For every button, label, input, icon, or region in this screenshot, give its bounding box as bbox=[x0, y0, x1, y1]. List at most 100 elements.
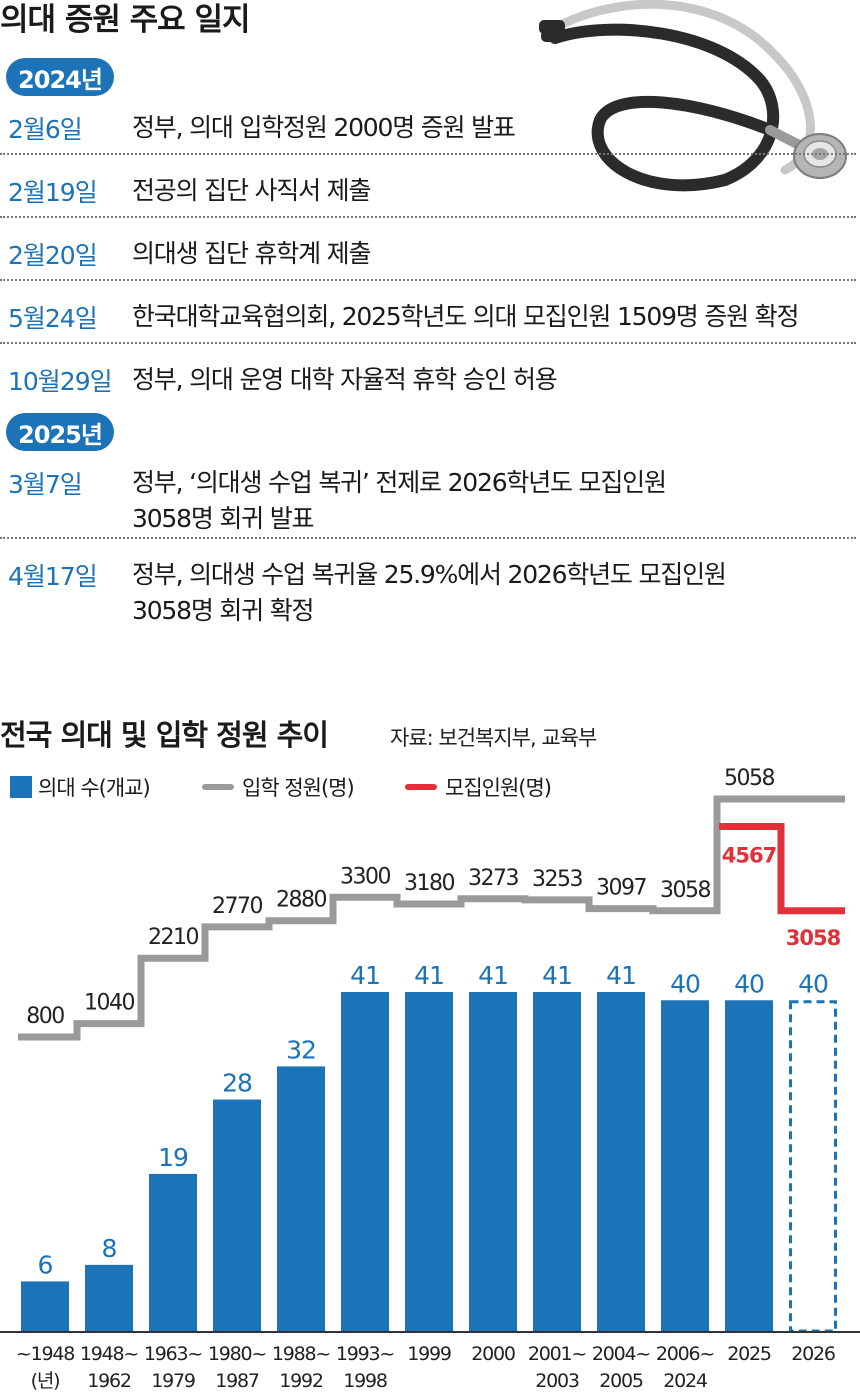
event-text: 의대생 집단 휴학계 제출 bbox=[132, 239, 371, 268]
event-date: 2월6일 bbox=[8, 115, 83, 144]
quota-value-label: 2210 bbox=[148, 925, 198, 950]
x-tick-label: 1948~ bbox=[80, 1343, 138, 1365]
event-separator bbox=[0, 342, 856, 344]
timeline-event: 5월24일 한국대학교육협의회, 2025학년도 의대 모집인원 1509명 증원… bbox=[0, 299, 856, 362]
x-tick-label: 1992 bbox=[279, 1370, 323, 1392]
event-separator bbox=[0, 216, 856, 218]
bar bbox=[21, 1281, 69, 1331]
bar bbox=[405, 992, 453, 1331]
timeline-event: 3월7일 정부, ‘의대생 수업 복귀’ 전제로 2026학년도 모집인원 3058… bbox=[0, 465, 856, 557]
bar-value-label: 32 bbox=[286, 1035, 316, 1064]
x-tick-label: 2026 bbox=[791, 1343, 835, 1365]
quota-value-label: 3300 bbox=[340, 864, 390, 889]
event-date: 2월19일 bbox=[8, 178, 98, 207]
bar-value-label: 41 bbox=[542, 961, 572, 990]
page-title: 의대 증원 주요 일지 bbox=[0, 2, 251, 38]
bar bbox=[277, 1066, 325, 1331]
quota-value-label: 3180 bbox=[404, 871, 454, 896]
event-text: 정부, ‘의대생 수업 복귀’ 전제로 2026학년도 모집인원 3058명 회귀… bbox=[132, 468, 667, 533]
quota-value-label: 3058 bbox=[660, 878, 710, 903]
legend-bars-label: 의대 수(개교) bbox=[38, 776, 151, 800]
event-date: 3월7일 bbox=[8, 470, 83, 499]
recruit-value-label: 3058 bbox=[786, 926, 841, 950]
legend-bar-swatch bbox=[10, 776, 32, 798]
event-text: 정부, 의대생 수업 복귀율 25.9%에서 2026학년도 모집인원 3058명… bbox=[132, 560, 727, 625]
event-text: 정부, 의대 입학정원 2000명 증원 발표 bbox=[132, 113, 516, 142]
bar bbox=[597, 992, 645, 1331]
event-date: 10월29일 bbox=[8, 367, 113, 396]
event-separator bbox=[0, 537, 856, 539]
bar-value-label: 41 bbox=[350, 961, 380, 990]
timeline-event: 2월20일 의대생 집단 휴학계 제출 bbox=[0, 236, 856, 299]
event-text: 전공의 집단 사직서 제출 bbox=[132, 176, 371, 205]
quota-value-label: 3253 bbox=[532, 867, 582, 892]
recruit-value-label: 4567 bbox=[722, 843, 776, 867]
event-separator bbox=[0, 279, 856, 281]
legend-quota-swatch bbox=[202, 784, 234, 790]
year-badge: 2025년 bbox=[6, 413, 114, 451]
x-tick-label: ~1948 bbox=[16, 1343, 74, 1365]
bar bbox=[533, 992, 581, 1331]
legend-recruit-swatch bbox=[405, 784, 437, 790]
x-tick-label: 1998 bbox=[343, 1370, 387, 1392]
bar-value-label: 6 bbox=[38, 1250, 53, 1279]
x-tick-label: 1963~ bbox=[144, 1343, 202, 1365]
legend-recruit-label: 모집인원(명) bbox=[445, 776, 552, 800]
timeline-event: 2월19일 전공의 집단 사직서 제출 bbox=[0, 173, 856, 236]
quota-value-label: 3273 bbox=[468, 866, 518, 891]
x-tick-label: 2025 bbox=[727, 1343, 771, 1365]
recruit-line bbox=[719, 822, 845, 915]
x-tick-label: 1979 bbox=[151, 1370, 195, 1392]
event-separator bbox=[0, 153, 856, 155]
legend-quota: 입학 정원(명) bbox=[202, 772, 355, 802]
x-tick-label: 2001~ bbox=[528, 1343, 586, 1365]
quota-value-label: 2770 bbox=[212, 894, 262, 919]
bar-value-label: 8 bbox=[102, 1234, 117, 1263]
x-tick-label: 2024 bbox=[663, 1370, 708, 1392]
bar-value-label: 19 bbox=[158, 1143, 188, 1172]
x-tick-label: 2003 bbox=[535, 1370, 579, 1392]
bar bbox=[213, 1099, 261, 1331]
event-text: 정부, 의대 운영 대학 자율적 휴학 승인 허용 bbox=[132, 365, 558, 394]
quota-value-label: 2880 bbox=[276, 888, 326, 913]
event-date: 2월20일 bbox=[8, 241, 98, 270]
legend-quota-label: 입학 정원(명) bbox=[242, 776, 355, 800]
bar-value-label: 41 bbox=[606, 961, 636, 990]
x-tick-label: 1987 bbox=[215, 1370, 259, 1392]
x-tick-label: 1999 bbox=[407, 1343, 451, 1365]
quota-value-label: 1040 bbox=[84, 991, 134, 1016]
bar-projected bbox=[789, 1000, 837, 1333]
x-tick-label: 2006~ bbox=[656, 1343, 714, 1365]
quota-line bbox=[18, 795, 845, 1041]
bar-value-label: 40 bbox=[798, 969, 828, 998]
timeline-event: 10월29일 정부, 의대 운영 대학 자율적 휴학 승인 허용 bbox=[0, 362, 856, 425]
quota-value-label: 800 bbox=[26, 1004, 64, 1029]
legend-recruit: 모집인원(명) bbox=[405, 772, 552, 802]
bar-value-label: 28 bbox=[222, 1068, 252, 1097]
x-tick-label: 1993~ bbox=[336, 1343, 394, 1365]
bar-value-label: 40 bbox=[670, 969, 700, 998]
event-text: 한국대학교육협의회, 2025학년도 의대 모집인원 1509명 증원 확정 bbox=[132, 302, 799, 331]
x-tick-label: (년) bbox=[31, 1370, 60, 1392]
bar bbox=[149, 1173, 197, 1331]
x-tick-label: 2000 bbox=[471, 1343, 515, 1365]
year-badge: 2024년 bbox=[6, 58, 114, 96]
bar-value-label: 41 bbox=[414, 961, 444, 990]
x-tick-label: 2005 bbox=[599, 1370, 643, 1392]
quota-value-label: 3097 bbox=[596, 876, 646, 901]
legend-bars: 의대 수(개교) bbox=[10, 772, 151, 802]
chart-title: 전국 의대 및 입학 정원 추이 bbox=[0, 718, 329, 752]
event-date: 4월17일 bbox=[8, 562, 98, 591]
bar bbox=[85, 1264, 133, 1331]
bar bbox=[725, 1000, 773, 1331]
timeline-event: 2월6일 정부, 의대 입학정원 2000명 증원 발표 bbox=[0, 110, 856, 173]
bar-value-label: 40 bbox=[734, 969, 764, 998]
x-tick-label: 1980~ bbox=[208, 1343, 266, 1365]
bar bbox=[341, 992, 389, 1331]
bar bbox=[469, 992, 517, 1331]
timeline-event: 4월17일 정부, 의대생 수업 복귀율 25.9%에서 2026학년도 모집인원… bbox=[0, 557, 856, 649]
x-tick-label: 1962 bbox=[87, 1370, 131, 1392]
chart-source: 자료: 보건복지부, 교육부 bbox=[390, 726, 597, 750]
x-tick-label: 2004~ bbox=[592, 1343, 650, 1365]
